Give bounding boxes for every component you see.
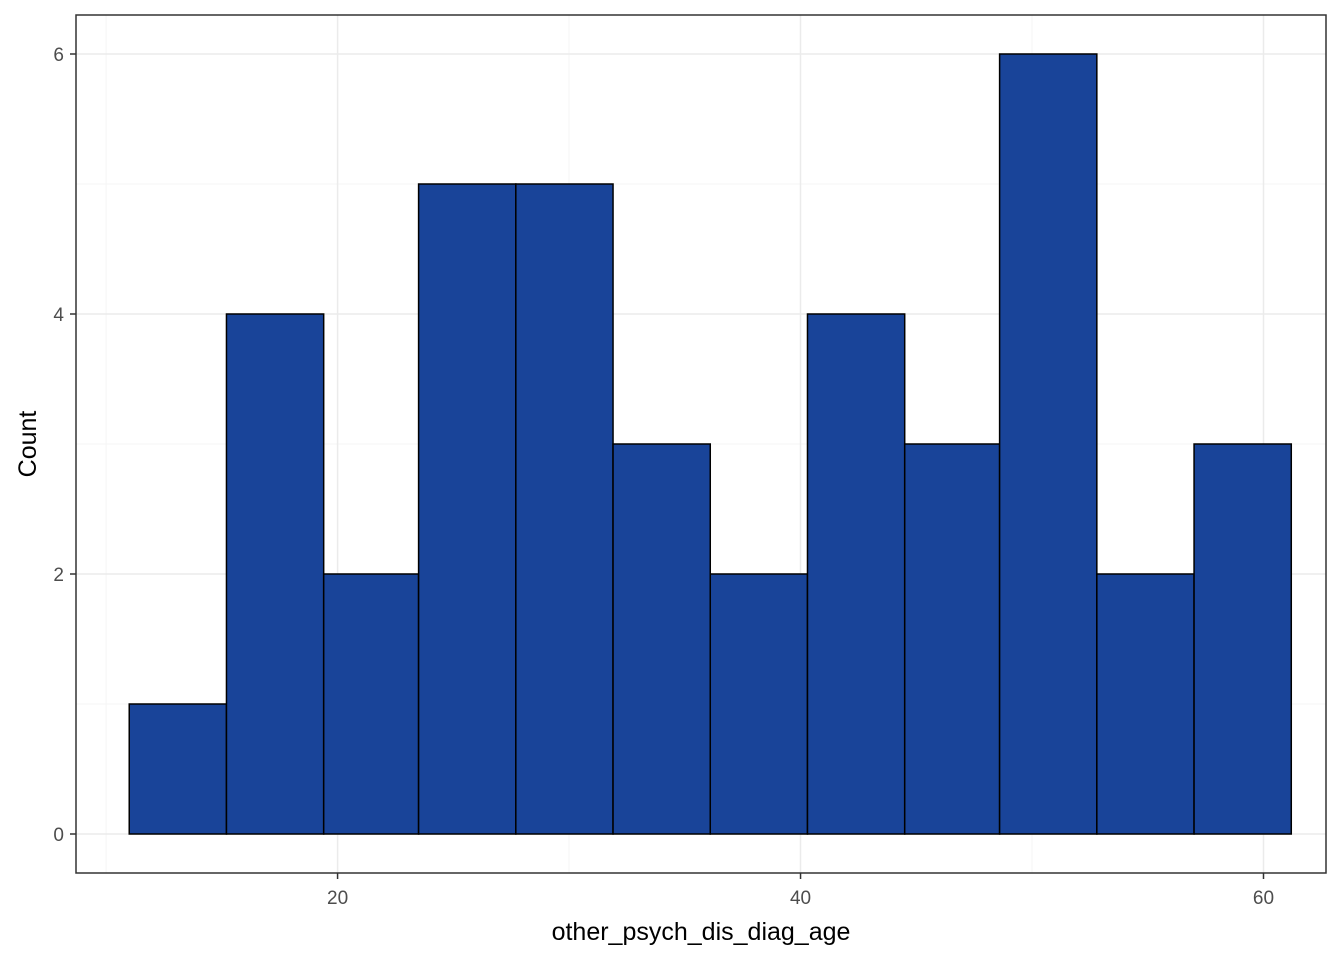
y-tick-label: 6 [53,45,64,66]
x-axis: 20 40 60 [327,873,1274,909]
x-tick-label: 20 [327,888,348,909]
histogram-bar-3 [322,573,420,835]
x-tick-label: 40 [790,888,811,909]
histogram-bar-8 [806,313,906,835]
histogram-bar-11 [1096,573,1195,835]
y-tick-label: 0 [53,825,64,846]
y-axis: 0 2 4 6 [53,45,76,846]
histogram-bar-1 [128,703,228,835]
histogram-bar-9 [903,443,1001,835]
histogram-bar-10 [998,53,1098,835]
histogram-bar-5 [515,183,614,835]
histogram-bar-6 [612,443,712,835]
histogram-bars [128,53,1293,835]
y-tick-label: 4 [53,305,64,326]
panel-border [75,14,1327,874]
x-tick-label: 60 [1253,888,1274,909]
histogram-bar-2 [225,313,325,835]
y-axis-title: Count [14,411,42,478]
histogram-bar-7 [709,573,809,835]
histogram-bar-4 [417,183,517,835]
y-tick-label: 2 [53,565,64,586]
x-axis-title: other_psych_dis_diag_age [552,918,851,946]
histogram-bar-12 [1193,443,1293,835]
